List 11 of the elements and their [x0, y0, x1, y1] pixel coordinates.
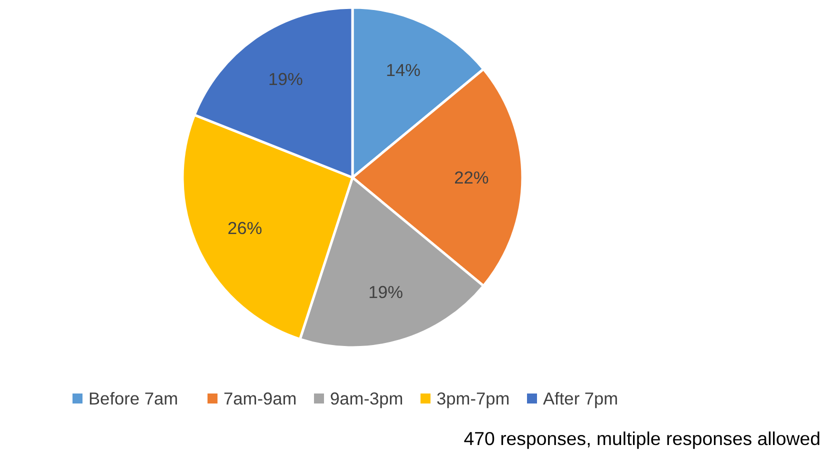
data-label: 19% — [368, 282, 404, 302]
data-label: 14% — [386, 60, 421, 80]
text: 470 responses, multiple responses allowed — [464, 428, 821, 449]
legend-label: 3pm-7pm — [436, 388, 510, 408]
data-label: 26% — [227, 218, 262, 238]
legend-label: 9am-3pm — [330, 388, 404, 408]
legend-label: 7am-9am — [224, 388, 297, 408]
data-label: 22% — [454, 168, 489, 188]
legend-label: Before 7am — [88, 388, 178, 408]
data-label: 19% — [268, 69, 303, 90]
legend-label: After 7pm — [543, 388, 618, 408]
